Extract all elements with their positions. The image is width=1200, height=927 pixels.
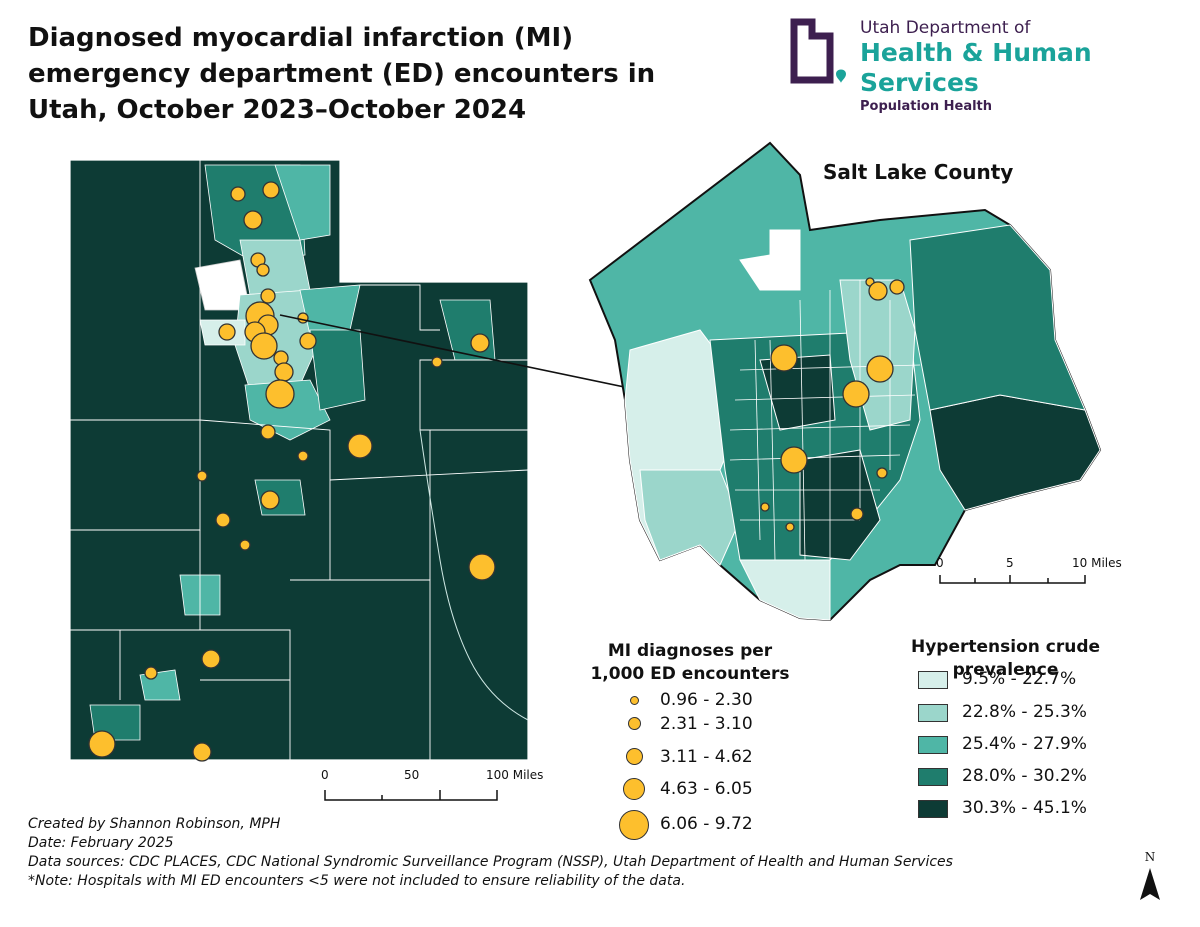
- north-label: N: [1144, 850, 1156, 864]
- slc-northeast-mid: [909, 224, 1086, 411]
- htn-label-4: 28.0% - 30.2%: [962, 766, 1087, 786]
- colorado-river: [419, 429, 529, 721]
- mi-legend-symbol-5: [619, 810, 649, 840]
- north-arrow: N: [1135, 850, 1165, 910]
- inset-title: Salt Lake County: [823, 160, 1014, 184]
- county-boundaries: [70, 160, 529, 760]
- mi-legend-symbol-3: [626, 748, 643, 765]
- mi-legend-symbol-4: [623, 778, 645, 800]
- salt-lake-county-map: [588, 141, 1102, 622]
- htn-label-2: 22.8% - 25.3%: [962, 702, 1087, 722]
- htn-swatch-5: [918, 800, 948, 818]
- htn-legend-title: Hypertension crude prevalence: [910, 637, 1101, 680]
- slc-scale-bar: [939, 575, 1086, 584]
- slc-scale-label-10: 10 Miles: [1072, 556, 1122, 570]
- mi-legend-label-2: 2.31 - 3.10: [660, 714, 753, 734]
- slc-scale-label-0: 0: [936, 556, 944, 570]
- slc-valley-mid-dark: [759, 354, 836, 431]
- htn-swatch-3: [918, 736, 948, 754]
- mi-legend-symbol-1: [630, 696, 639, 705]
- utah-scale-bar: [324, 790, 498, 801]
- utah-scale-label-0: 0: [321, 768, 329, 782]
- htn-label-1: 9.5% - 22.7%: [962, 669, 1077, 689]
- north-arrow-icon: [1140, 868, 1160, 900]
- udhhs-logo: Utah Department of Health & Human Servic…: [790, 18, 1180, 114]
- mi-legend-title: MI diagnoses per 1,000 ED encounters: [590, 641, 790, 684]
- slc-tract-boundaries: [729, 280, 921, 561]
- map-credits: Created by Shannon Robinson, MPH Date: F…: [28, 815, 953, 891]
- logo-line2: Health & Human Services: [860, 38, 1092, 97]
- htn-label-5: 30.3% - 45.1%: [962, 798, 1087, 818]
- utah-map: [69, 159, 529, 762]
- county-wasatch: [309, 329, 366, 411]
- credit-date: Date: February 2025: [28, 835, 174, 851]
- htn-label-3: 25.4% - 27.9%: [962, 734, 1087, 754]
- inset-leader-line: [279, 314, 654, 394]
- utah-hospital-symbols: [88, 181, 496, 762]
- credit-note: *Note: Hospitals with MI ED encounters <…: [28, 873, 686, 889]
- slc-scale-label-5: 5: [1006, 556, 1014, 570]
- htn-swatch-4: [918, 768, 948, 786]
- mi-legend-label-1: 0.96 - 2.30: [660, 690, 753, 710]
- slc-hospital-symbols: [760, 277, 905, 532]
- mi-legend-symbol-2: [628, 717, 641, 730]
- utah-scale-label-100: 100 Miles: [486, 768, 544, 782]
- htn-swatch-2: [918, 704, 948, 722]
- map-title: Diagnosed myocardial infarction (MI) eme…: [28, 23, 656, 125]
- utah-shape-logo-icon: [790, 18, 846, 84]
- mi-legend-label-4: 4.63 - 6.05: [660, 779, 753, 799]
- htn-swatch-1: [918, 671, 948, 689]
- county-cache: [274, 164, 331, 241]
- credit-sources: Data sources: CDC PLACES, CDC National S…: [28, 854, 953, 870]
- utah-scale-label-50: 50: [404, 768, 420, 782]
- county-weber: [239, 239, 311, 296]
- slc-north-white-1: [739, 229, 801, 291]
- logo-line3: Population Health: [860, 99, 993, 114]
- logo-line1: Utah Department of: [860, 18, 1031, 38]
- mi-legend-label-3: 3.11 - 4.62: [660, 747, 753, 767]
- slc-southwest: [639, 469, 741, 566]
- mi-legend-label-5: 6.06 - 9.72: [660, 814, 753, 834]
- credit-author: Created by Shannon Robinson, MPH: [28, 816, 281, 832]
- slc-east-dark: [929, 394, 1101, 511]
